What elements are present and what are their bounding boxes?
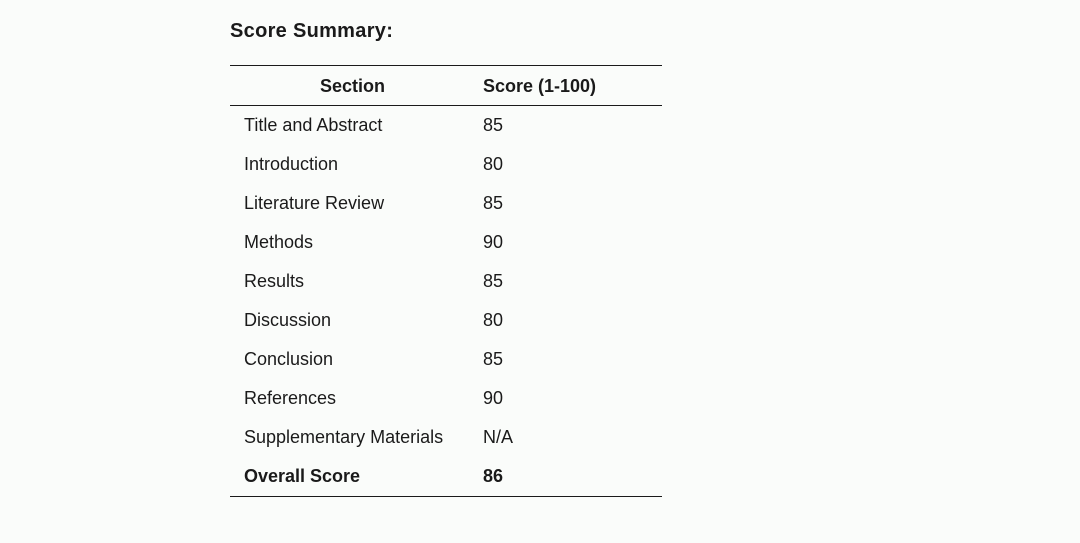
score-cell: 85 — [475, 340, 662, 379]
table-row: Results 85 — [230, 262, 662, 301]
section-cell: Methods — [230, 223, 475, 262]
table-row: Supplementary Materials N/A — [230, 418, 662, 457]
score-cell: N/A — [475, 418, 662, 457]
score-cell: 85 — [475, 106, 662, 146]
score-table-container: Section Score (1-100) Title and Abstract… — [230, 65, 662, 497]
table-row: Conclusion 85 — [230, 340, 662, 379]
section-cell: Literature Review — [230, 184, 475, 223]
table-row: Methods 90 — [230, 223, 662, 262]
section-cell: Introduction — [230, 145, 475, 184]
table-row: Title and Abstract 85 — [230, 106, 662, 146]
table-row: Discussion 80 — [230, 301, 662, 340]
table-row: Literature Review 85 — [230, 184, 662, 223]
section-cell: Supplementary Materials — [230, 418, 475, 457]
score-cell: 80 — [475, 145, 662, 184]
section-cell: References — [230, 379, 475, 418]
score-cell: 80 — [475, 301, 662, 340]
page-title: Score Summary: — [230, 20, 1080, 43]
score-cell: 85 — [475, 184, 662, 223]
column-header-score: Score (1-100) — [475, 66, 662, 106]
score-cell: 86 — [475, 457, 662, 497]
section-cell: Title and Abstract — [230, 106, 475, 146]
column-header-section: Section — [230, 66, 475, 106]
table-row: References 90 — [230, 379, 662, 418]
section-cell: Conclusion — [230, 340, 475, 379]
score-cell: 85 — [475, 262, 662, 301]
section-cell: Overall Score — [230, 457, 475, 497]
score-cell: 90 — [475, 379, 662, 418]
section-cell: Discussion — [230, 301, 475, 340]
table-header-row: Section Score (1-100) — [230, 66, 662, 106]
score-cell: 90 — [475, 223, 662, 262]
table-row: Introduction 80 — [230, 145, 662, 184]
score-table: Section Score (1-100) Title and Abstract… — [230, 65, 662, 497]
table-row-overall: Overall Score 86 — [230, 457, 662, 497]
section-cell: Results — [230, 262, 475, 301]
